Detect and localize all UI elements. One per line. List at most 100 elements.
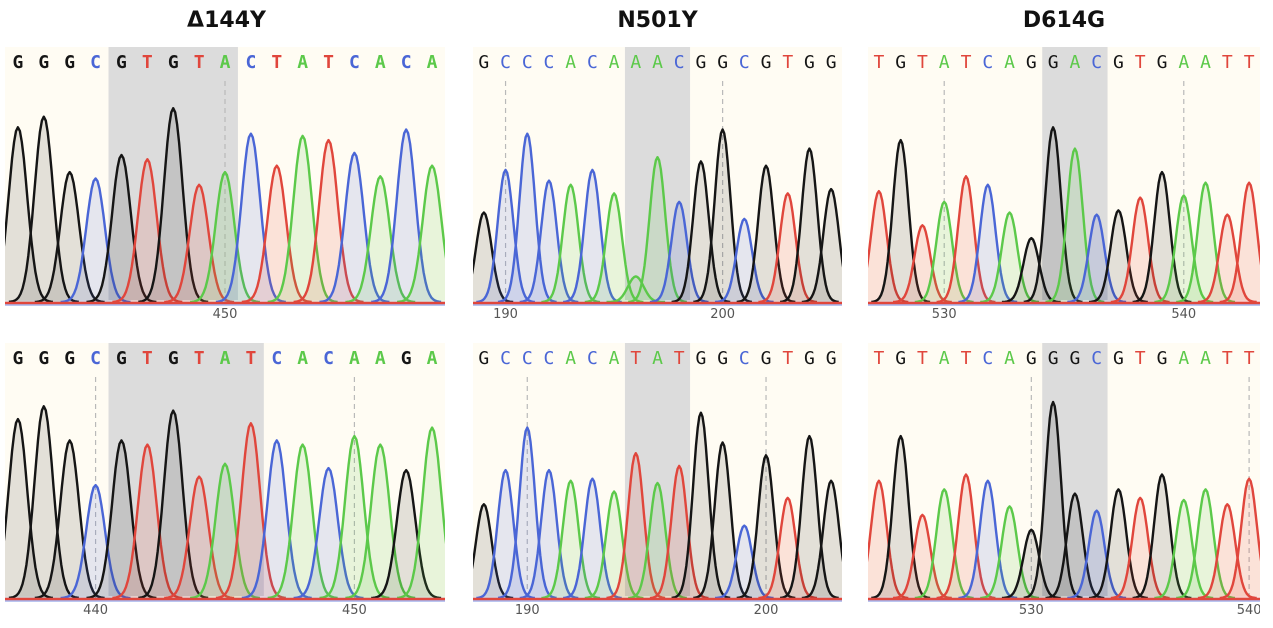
peak-fill-G — [1089, 489, 1148, 598]
peak-fill-C — [563, 478, 622, 598]
peak-fill-T — [893, 514, 952, 598]
peak-fill-T — [293, 140, 364, 302]
peak-G — [1088, 209, 1148, 304]
base-call-T: T — [194, 52, 205, 73]
base-call-A: A — [939, 52, 950, 73]
base-call-T: T — [1244, 348, 1255, 369]
peak-fill-A — [1176, 489, 1235, 598]
peak-C — [649, 200, 709, 304]
peak-fill-A — [914, 489, 974, 598]
peak-fill-A — [628, 483, 687, 598]
peak-G — [1132, 170, 1192, 304]
base-call-G: G — [1069, 348, 1080, 369]
peak-T — [893, 224, 952, 304]
peak-fill-G — [138, 108, 209, 302]
tick-label: 540 — [1237, 603, 1260, 618]
peak-fill-G — [871, 140, 931, 302]
peak-C — [241, 439, 312, 600]
peak-T — [936, 473, 996, 600]
peak-A — [980, 505, 1040, 600]
peak-C — [319, 151, 390, 304]
base-call-C: C — [401, 52, 412, 73]
peak-G — [86, 439, 157, 600]
peak-C — [1067, 213, 1127, 304]
base-call-A: A — [609, 348, 620, 369]
peak-fill-A — [190, 172, 260, 302]
base-call-T: T — [142, 52, 153, 73]
base-call-C: C — [500, 52, 511, 73]
peak-G — [138, 409, 209, 599]
peak-C — [1067, 509, 1127, 600]
peak-fill-C — [319, 152, 390, 302]
base-call-A: A — [652, 52, 663, 73]
peak-fill-T — [1219, 182, 1260, 302]
base-call-C: C — [587, 348, 598, 369]
base-call-G: G — [13, 348, 24, 369]
base-call-A: A — [1200, 348, 1211, 369]
peak-G — [801, 479, 842, 600]
base-call-G: G — [168, 348, 179, 369]
peak-fill-A — [628, 157, 687, 302]
base-call-C: C — [1091, 348, 1102, 369]
peak-A — [319, 434, 390, 600]
peak-fill-C — [649, 201, 709, 302]
base-call-G: G — [1026, 348, 1037, 369]
base-call-A: A — [1200, 52, 1211, 73]
peak-G — [801, 187, 842, 304]
peak-fill-C — [241, 440, 312, 598]
tick-label: 530 — [1019, 603, 1044, 618]
peak-fill-G — [871, 436, 931, 598]
base-call-G: G — [478, 348, 489, 369]
base-call-G: G — [761, 52, 772, 73]
peak-T — [1219, 477, 1260, 600]
base-call-A: A — [220, 348, 231, 369]
peak-fill-G — [1023, 402, 1083, 598]
peak-fill-C — [476, 169, 535, 302]
base-call-A: A — [220, 52, 231, 73]
peak-T — [1219, 181, 1260, 304]
peak-fill-G — [5, 419, 53, 598]
chromatogram-d614g-bottom: T G T A T C A G G G C G T G A A T T 530 540 — [868, 343, 1260, 618]
peak-T — [1197, 213, 1257, 304]
peak-fill-C — [715, 525, 774, 598]
peak-C — [519, 179, 579, 304]
base-call-G: G — [1048, 348, 1059, 369]
peak-fill-T — [112, 159, 183, 302]
peak-G — [693, 441, 753, 600]
base-call-T: T — [782, 52, 793, 73]
peak-G — [1045, 492, 1105, 600]
peak-fill-A — [541, 184, 600, 302]
peak-T — [112, 443, 183, 600]
peak-fill-A — [1176, 182, 1235, 302]
base-call-G: G — [761, 348, 772, 369]
peak-fill-A — [541, 480, 600, 598]
tick-label: 190 — [493, 307, 518, 322]
base-call-G: G — [478, 52, 489, 73]
peak-fill-C — [519, 180, 579, 302]
peak-A — [980, 211, 1040, 304]
peak-T — [606, 452, 666, 600]
base-call-C: C — [739, 52, 750, 73]
peak-fill-G — [473, 212, 514, 302]
base-call-T: T — [1222, 348, 1233, 369]
base-call-C: C — [349, 52, 360, 73]
base-call-T: T — [917, 52, 928, 73]
peak-fill-G — [34, 172, 105, 302]
base-call-A: A — [1178, 52, 1189, 73]
peak-T — [936, 175, 996, 304]
base-call-G: G — [168, 52, 179, 73]
peak-fill-T — [1197, 504, 1257, 598]
peak-G — [736, 454, 796, 600]
base-call-T: T — [1135, 348, 1146, 369]
peak-fill-G — [5, 127, 53, 302]
base-call-G: G — [804, 348, 815, 369]
peak-fill-C — [476, 470, 535, 598]
base-call-T: T — [630, 348, 641, 369]
peak-fill-A — [267, 135, 338, 302]
base-call-A: A — [609, 52, 620, 73]
peak-C — [958, 479, 1018, 600]
base-call-T: T — [271, 52, 282, 73]
peak-fill-T — [215, 423, 286, 598]
base-call-A: A — [297, 348, 308, 369]
